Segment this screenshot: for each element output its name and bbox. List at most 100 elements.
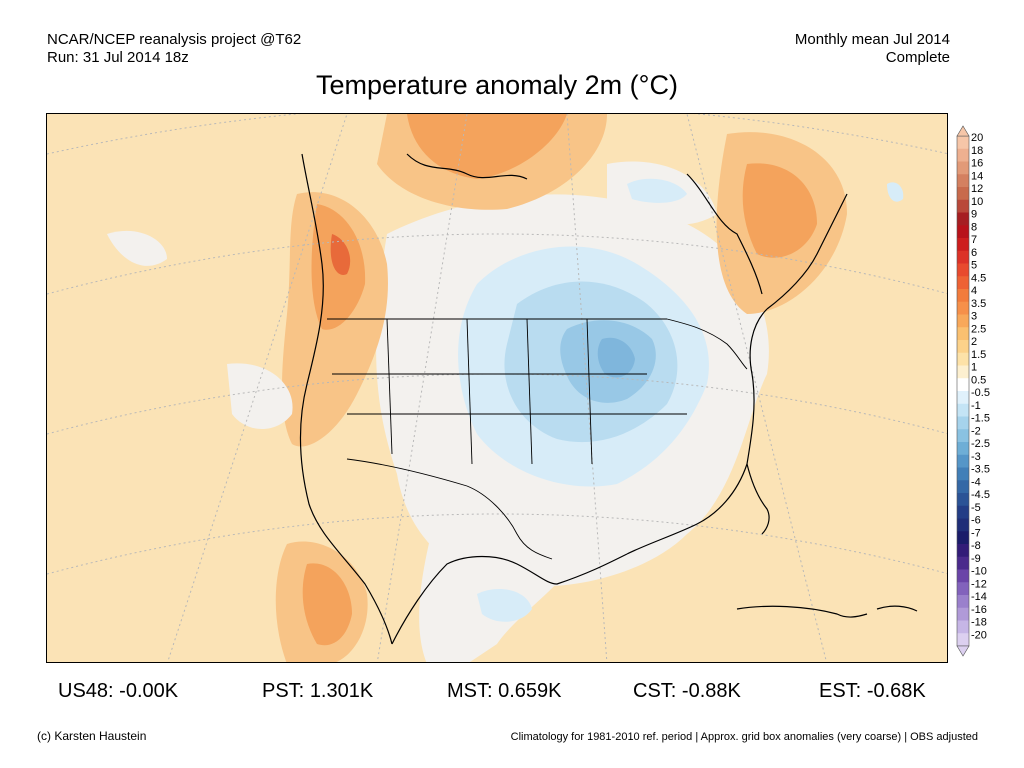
stat-value: -0.00K xyxy=(119,680,179,702)
cold-anomaly-deep xyxy=(597,337,635,378)
warm-anomaly-baja-core xyxy=(302,563,352,646)
colorbar-tick-label: -6 xyxy=(971,515,981,527)
colorbar-tick-label: 18 xyxy=(971,145,983,157)
colorbar-tick-label: -12 xyxy=(971,578,987,590)
colorbar-tick-label: -10 xyxy=(971,566,987,578)
colorbar-swatch xyxy=(957,518,969,532)
colorbar-swatch xyxy=(957,480,969,494)
stat-label: CST: xyxy=(633,680,677,702)
colorbar-swatch xyxy=(957,378,969,392)
run-line: Run: 31 Jul 2014 18z xyxy=(47,49,189,66)
colorbar-tick-label: 1.5 xyxy=(971,349,986,361)
colorbar-swatch xyxy=(957,365,969,379)
header-left: NCAR/NCEP reanalysis project @T62 Run: 3… xyxy=(47,31,301,67)
colorbar-swatch xyxy=(957,174,969,188)
colorbar-swatch xyxy=(957,607,969,621)
footer-note: Climatology for 1981-2010 ref. period | … xyxy=(510,731,978,743)
warm-anomaly-northeast-core xyxy=(742,163,817,258)
colorbar-tick-label: 8 xyxy=(971,221,977,233)
stat-value: 1.301K xyxy=(309,680,374,702)
coastlines xyxy=(299,153,918,645)
status-line: Complete xyxy=(885,49,950,66)
colorbar-swatch xyxy=(957,595,969,609)
colorbar-swatch xyxy=(957,442,969,456)
colorbar-tick-label: 10 xyxy=(971,196,983,208)
colorbar-tick-label: -16 xyxy=(971,604,987,616)
colorbar-tick-label: -7 xyxy=(971,527,981,539)
colorbar-swatch xyxy=(957,289,969,303)
colorbar-tick-label: -0.5 xyxy=(971,387,990,399)
colorbar-swatch xyxy=(957,505,969,519)
stat-mst: MST: 0.659K xyxy=(447,680,562,703)
neutral-zone-west-pacific xyxy=(107,230,167,266)
stat-est: EST: -0.68K xyxy=(819,680,926,703)
stat-value: 0.659K xyxy=(498,680,562,702)
header-right: Monthly mean Jul 2014 Complete xyxy=(795,31,950,67)
stat-value: -0.68K xyxy=(866,680,926,702)
colorbar-tick-label: 3.5 xyxy=(971,298,986,310)
colorbar-swatch xyxy=(957,225,969,239)
stat-cst: CST: -0.88K xyxy=(633,680,741,703)
stat-label: MST: xyxy=(447,680,493,702)
regional-stats: US48: -0.00K PST: 1.301K MST: 0.659K CST… xyxy=(0,680,1024,704)
cold-anomaly-gulf xyxy=(477,589,532,622)
colorbar-swatch xyxy=(957,263,969,277)
colorbar-swatch xyxy=(957,136,969,150)
map-svg xyxy=(47,114,947,662)
colorbar-swatch xyxy=(957,454,969,468)
colorbar-swatch xyxy=(957,327,969,341)
colorbar-tick-label: -20 xyxy=(971,629,987,641)
colorbar-svg: 201816141210987654.543.532.521.510.5-0.5… xyxy=(956,125,990,657)
stat-label: PST: xyxy=(262,680,305,702)
warm-anomaly-north-core xyxy=(407,114,567,179)
colorbar-tick-label: 7 xyxy=(971,234,977,246)
colorbar-swatch xyxy=(957,582,969,596)
colorbar-tick-label: 16 xyxy=(971,158,983,170)
colorbar-tick-label: 2.5 xyxy=(971,323,986,335)
colorbar-tick-label: 5 xyxy=(971,260,977,272)
colorbar-tick-label: 2 xyxy=(971,336,977,348)
colorbar-tick-label: -4.5 xyxy=(971,489,990,501)
cold-anomaly-atlantic xyxy=(887,182,904,202)
colorbar-swatch xyxy=(957,212,969,226)
colorbar-tick-label: -1.5 xyxy=(971,413,990,425)
colorbar-swatch xyxy=(957,569,969,583)
warm-anomaly-west-peak xyxy=(330,234,351,275)
colorbar: 20 18 16 14 12 10 9 8 7 6 5 4.5 4 3.5 3 2.5 2 1.5 1 0.5 -0.5… xyxy=(956,125,1024,657)
colorbar-tick-label: 6 xyxy=(971,247,977,259)
colorbar-tick-label: 1 xyxy=(971,362,977,374)
source-line: NCAR/NCEP reanalysis project @T62 xyxy=(47,31,302,48)
colorbar-max-arrow xyxy=(956,125,970,137)
colorbar-tick-label: 4.5 xyxy=(971,272,986,284)
colorbar-swatch xyxy=(957,467,969,481)
colorbar-swatch xyxy=(957,391,969,405)
cold-anomaly-hudson xyxy=(627,178,687,203)
colorbar-tick-label: 12 xyxy=(971,183,983,195)
map-title: Temperature anomaly 2m (°C) xyxy=(316,70,678,100)
colorbar-swatch xyxy=(957,556,969,570)
colorbar-swatch xyxy=(957,403,969,417)
colorbar-tick-label: 14 xyxy=(971,170,983,182)
colorbar-tick-label: -8 xyxy=(971,540,981,552)
neutral-zone-pacific xyxy=(227,363,293,429)
colorbar-swatch xyxy=(957,301,969,315)
colorbar-tick-label: -14 xyxy=(971,591,987,603)
colorbar-tick-label: 9 xyxy=(971,209,977,221)
colorbar-swatch xyxy=(957,352,969,366)
colorbar-swatch xyxy=(957,633,969,647)
stat-label: US48: xyxy=(58,680,114,702)
colorbar-tick-label: -18 xyxy=(971,617,987,629)
stat-pst: PST: 1.301K xyxy=(262,680,373,703)
colorbar-swatch xyxy=(957,238,969,252)
colorbar-swatch xyxy=(957,531,969,545)
colorbar-tick-label: -4 xyxy=(971,476,981,488)
colorbar-tick-label: -1 xyxy=(971,400,981,412)
colorbar-tick-label: 4 xyxy=(971,285,977,297)
colorbar-swatch xyxy=(957,314,969,328)
colorbar-tick-label: -2.5 xyxy=(971,438,990,450)
colorbar-swatch xyxy=(957,493,969,507)
footer-credit: (c) Karsten Haustein xyxy=(37,729,147,743)
stat-value: -0.88K xyxy=(681,680,741,702)
stat-us48: US48: -0.00K xyxy=(58,680,178,703)
stat-label: EST: xyxy=(819,680,862,702)
